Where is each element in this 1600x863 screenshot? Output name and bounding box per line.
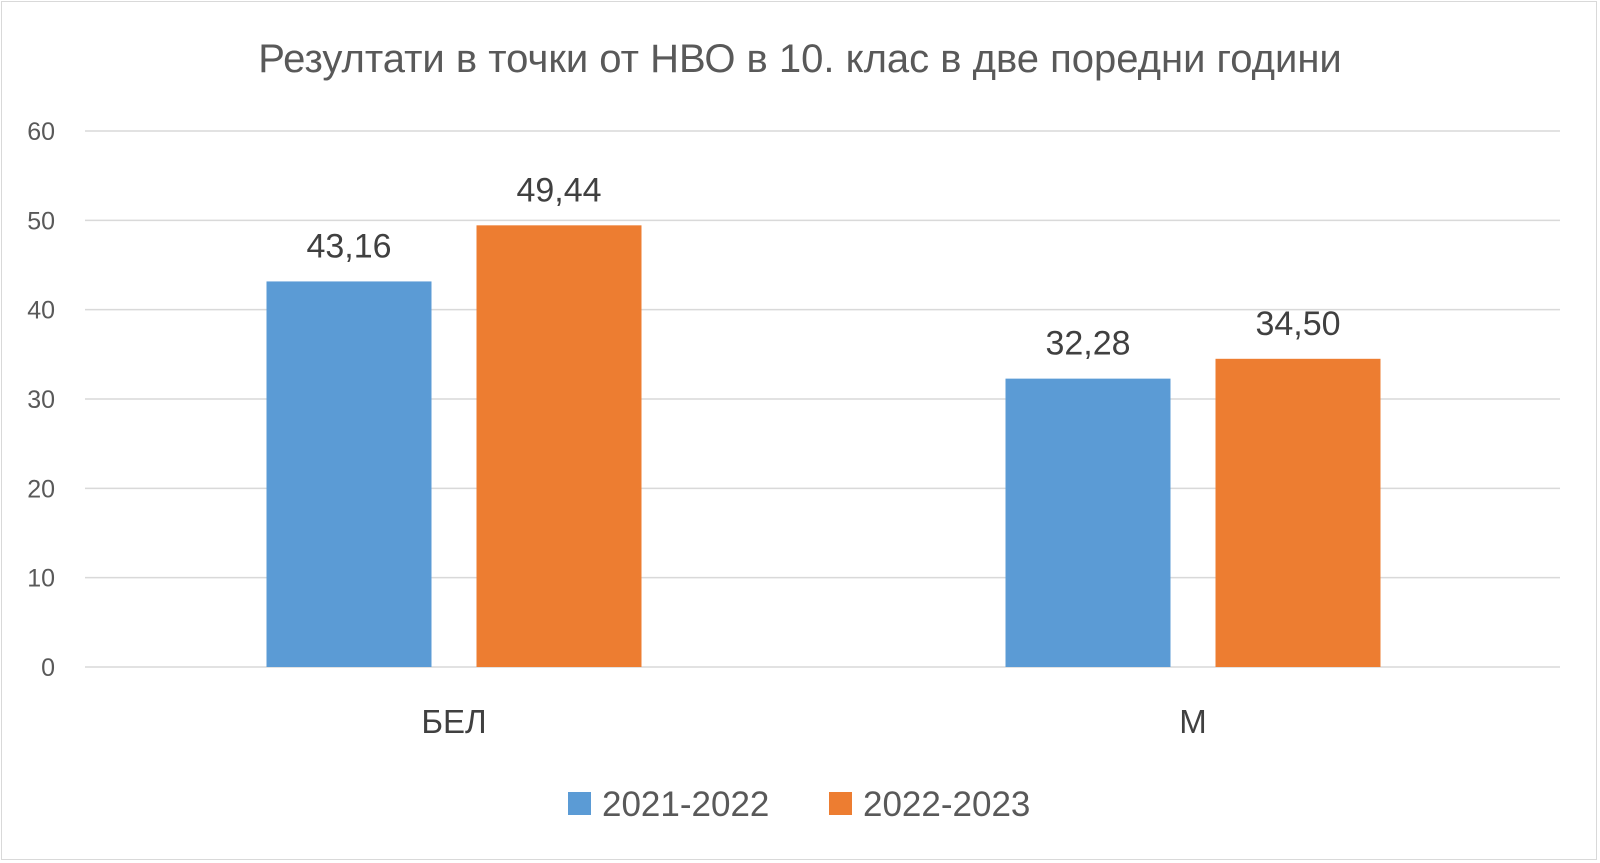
bar-2021-2022-М	[1005, 378, 1171, 667]
bar-2021-2022-БЕЛ	[266, 281, 432, 667]
category-label: БЕЛ	[421, 703, 486, 740]
y-tick-label: 0	[41, 654, 55, 682]
legend-label: 2021-2022	[602, 785, 769, 824]
legend-swatch	[568, 792, 591, 815]
legend-item: 2021-2022	[568, 785, 769, 824]
y-tick-label: 30	[27, 386, 55, 414]
legend-label: 2022-2023	[863, 785, 1030, 824]
bars	[266, 225, 1381, 667]
data-label: 49,44	[516, 171, 601, 209]
data-label: 34,50	[1255, 305, 1340, 343]
y-axis-ticks: 0 10 20 30 40 50 60	[27, 118, 55, 682]
category-labels: БЕЛ М	[421, 703, 1206, 740]
legend: 2021-2022 2022-2023	[568, 785, 1030, 824]
legend-item: 2022-2023	[829, 785, 1030, 824]
category-label: М	[1179, 703, 1207, 740]
y-tick-label: 10	[27, 565, 55, 593]
legend-swatch	[829, 792, 852, 815]
bar-2022-2023-БЕЛ	[476, 225, 642, 667]
chart-title: Резултати в точки от НВО в 10. клас в дв…	[258, 37, 1342, 81]
data-labels: 43,16 49,44 32,28 34,50	[306, 171, 1340, 362]
y-tick-label: 60	[27, 118, 55, 146]
y-tick-label: 20	[27, 475, 55, 503]
y-tick-label: 40	[27, 297, 55, 325]
data-label: 32,28	[1045, 325, 1130, 363]
bar-2022-2023-М	[1215, 358, 1381, 667]
data-label: 43,16	[306, 227, 391, 265]
y-tick-label: 50	[27, 207, 55, 235]
